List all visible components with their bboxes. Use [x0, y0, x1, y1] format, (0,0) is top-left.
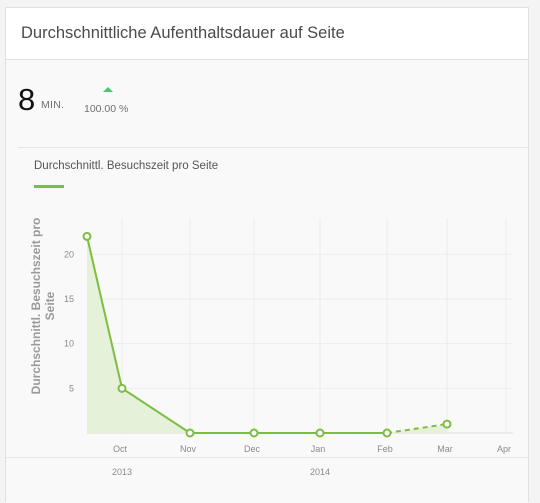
x-tick-label: Oct [113, 444, 128, 454]
x-year-label: 2013 [112, 467, 132, 477]
legend-swatch [34, 185, 64, 188]
series-line [121, 387, 191, 434]
y-axis-label-line: Seite [43, 291, 57, 320]
x-tick-label: Jan [311, 444, 326, 454]
data-point [82, 231, 92, 241]
divider [18, 147, 528, 148]
x-tick-label: Dec [244, 444, 261, 454]
x-tick-label: Feb [377, 444, 393, 454]
y-tick-label: 15 [64, 294, 74, 304]
data-point [249, 428, 259, 438]
metric-unit: MIN. [41, 99, 65, 111]
legend-label[interactable]: Durchschnittl. Besuchszeit pro Seite [34, 160, 219, 172]
x-year-label: 2014 [310, 467, 330, 477]
series-line-projected [386, 423, 448, 434]
y-tick-label: 20 [64, 249, 74, 259]
line-chart: 5 10 15 20 Oct Nov Dec Jan Feb Mar Apr 2013 2014 Du… [29, 218, 513, 477]
y-axis-label-line: Durchschnittl. Besuchszeit pro [29, 218, 43, 395]
trend-percentage: 100.00 % [84, 103, 129, 115]
x-tick-label: Mar [437, 444, 453, 454]
data-point [117, 383, 127, 393]
data-point [315, 428, 325, 438]
series-line [86, 236, 123, 389]
series-area [87, 236, 447, 433]
data-point [442, 419, 452, 429]
page-scrollbar[interactable] [533, 0, 540, 502]
data-point [382, 428, 392, 438]
avg-time-on-page-card: Durchschnittliche Aufenthaltsdauer auf S… [5, 7, 529, 503]
metric-value: 8 [18, 82, 36, 117]
trend-indicator: 100.00 % [84, 86, 164, 126]
x-tick-label: Apr [497, 444, 511, 454]
card-footer-divider [6, 457, 528, 458]
card-body: 8 MIN. 100.00 % Durchschnittl. Besuchsze… [6, 60, 528, 503]
x-tick-label: Nov [180, 444, 197, 454]
y-tick-label: 5 [69, 383, 74, 393]
y-tick-label: 10 [64, 339, 74, 349]
card-title: Durchschnittliche Aufenthaltsdauer auf S… [6, 8, 528, 60]
arrow-up-icon [103, 87, 113, 92]
data-point [185, 428, 195, 438]
y-axis-label: Durchschnittl. Besuchszeit pro Seite [29, 218, 57, 395]
